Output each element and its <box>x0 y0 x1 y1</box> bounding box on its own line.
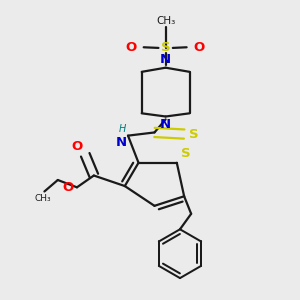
Text: O: O <box>72 140 83 153</box>
Text: N: N <box>116 136 127 149</box>
Text: O: O <box>193 41 205 54</box>
Text: S: S <box>189 128 199 140</box>
Text: N: N <box>160 53 171 66</box>
Text: CH₃: CH₃ <box>156 16 175 26</box>
Text: S: S <box>161 41 170 54</box>
Text: O: O <box>126 41 137 54</box>
Text: O: O <box>62 181 74 194</box>
Text: CH₃: CH₃ <box>35 194 51 203</box>
Text: H: H <box>119 124 127 134</box>
Text: S: S <box>181 147 191 160</box>
Text: N: N <box>160 118 171 131</box>
